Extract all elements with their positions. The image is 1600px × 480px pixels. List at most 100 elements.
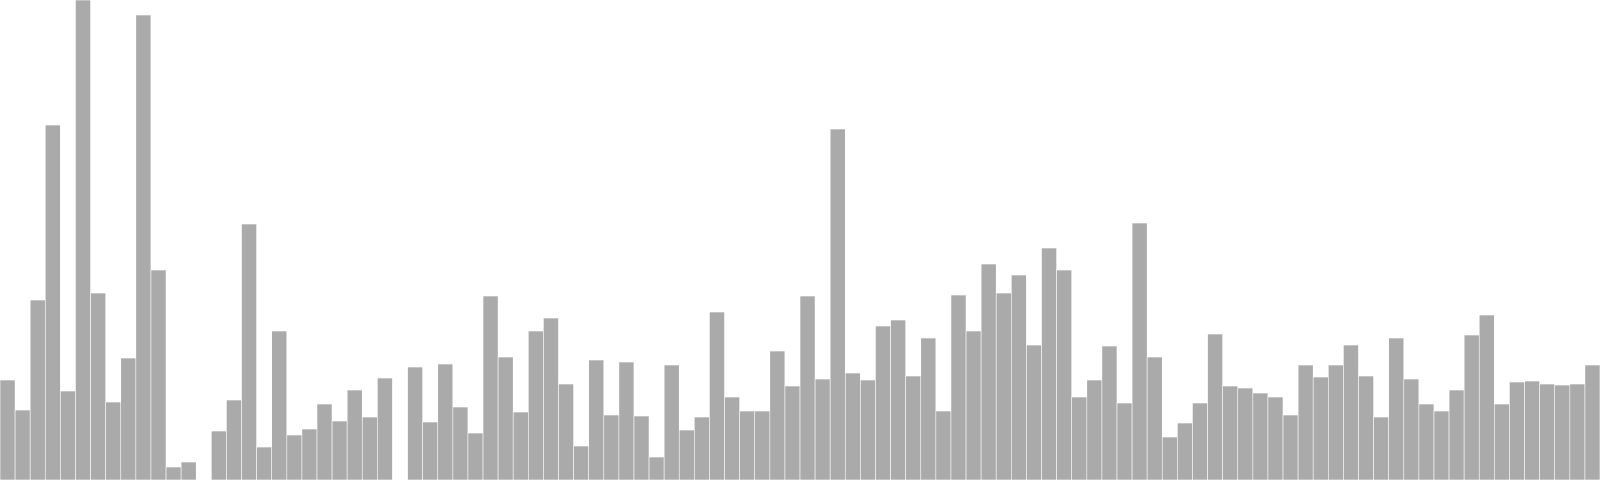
bar-63	[950, 294, 967, 480]
bar-104	[1569, 383, 1586, 480]
bar-5	[75, 0, 91, 480]
bar-11	[165, 466, 182, 480]
bar-15	[226, 399, 242, 480]
bar-58	[875, 325, 891, 480]
bar-61	[920, 337, 937, 480]
bar-45	[678, 429, 695, 480]
bar-53	[799, 295, 816, 480]
bar-14	[211, 430, 227, 480]
bar-48	[724, 396, 740, 480]
bar-51	[769, 350, 786, 480]
bar-36	[543, 317, 559, 480]
bar-0	[0, 379, 16, 480]
bar-99	[1494, 403, 1510, 480]
bar-49	[739, 410, 756, 480]
bar-81	[1222, 385, 1239, 480]
bar-97	[1463, 334, 1480, 480]
bar-12	[180, 461, 197, 480]
bar-22	[331, 420, 348, 480]
bar-59	[890, 319, 906, 480]
bar-57	[860, 379, 876, 480]
bar-35	[527, 330, 544, 480]
bar-80	[1207, 333, 1223, 480]
bar-102	[1539, 383, 1556, 480]
bar-38	[573, 445, 589, 480]
bar-89	[1343, 344, 1359, 480]
bar-72	[1086, 379, 1103, 480]
bar-8	[120, 357, 137, 480]
bar-78	[1177, 422, 1193, 480]
bar-75	[1131, 222, 1148, 480]
bar-55	[829, 128, 846, 480]
bar-30	[452, 406, 469, 480]
bar-91	[1373, 416, 1389, 480]
bar-105	[1584, 364, 1600, 480]
bar-18	[271, 330, 288, 480]
bar-88	[1328, 364, 1344, 480]
bar-82	[1237, 387, 1254, 480]
bar-95	[1433, 410, 1450, 480]
bar-92	[1388, 337, 1405, 480]
bar-56	[844, 372, 861, 480]
bar-37	[558, 383, 574, 480]
bar-25	[377, 377, 393, 480]
bar-29	[437, 363, 454, 480]
bar-41	[618, 361, 635, 480]
bar-85	[1282, 414, 1299, 480]
bar-87	[1312, 376, 1329, 480]
bar-3	[44, 124, 61, 480]
bar-83	[1252, 392, 1269, 480]
bar-1	[14, 409, 31, 480]
bar-79	[1192, 402, 1208, 480]
bar-23	[346, 389, 363, 480]
bar-71	[1071, 396, 1088, 480]
bar-16	[241, 223, 257, 480]
bar-84	[1267, 396, 1284, 480]
bar-70	[1056, 269, 1072, 480]
bar-54	[814, 378, 831, 480]
bar-32	[482, 295, 499, 480]
bar-68	[1026, 344, 1042, 480]
bar-4	[60, 390, 76, 480]
bar-46	[694, 416, 710, 480]
bar-39	[588, 359, 605, 480]
bar-64	[965, 330, 982, 480]
bar-19	[286, 434, 303, 480]
bar-86	[1297, 364, 1314, 480]
bar-101	[1524, 380, 1540, 480]
bar-67	[1011, 274, 1027, 480]
bar-20	[301, 428, 318, 480]
bar-93	[1403, 378, 1420, 480]
bar-94	[1418, 403, 1435, 480]
bar-90	[1358, 375, 1374, 480]
bar-44	[663, 364, 680, 480]
bar-62	[935, 410, 952, 480]
bar-28	[422, 421, 439, 480]
bar-42	[633, 415, 650, 480]
bar-100	[1509, 381, 1525, 480]
bar-74	[1116, 402, 1133, 480]
bar-27	[407, 366, 423, 480]
bar-33	[497, 356, 514, 480]
bar-31	[467, 432, 484, 480]
bar-65	[980, 263, 997, 480]
bar-76	[1146, 356, 1163, 480]
bar-73	[1101, 345, 1118, 480]
bar-7	[105, 401, 122, 480]
bar-17	[256, 446, 272, 480]
bar-34	[512, 411, 529, 480]
bar-50	[754, 410, 771, 480]
bar-60	[905, 375, 922, 480]
bar-77	[1161, 436, 1178, 480]
bar-43	[648, 456, 665, 480]
bar-9	[135, 14, 152, 480]
bar-69	[1041, 247, 1057, 480]
bar-66	[995, 292, 1012, 480]
bar-24	[361, 416, 378, 480]
bar-52	[784, 385, 801, 480]
bar-103	[1554, 384, 1571, 480]
bar-98	[1478, 314, 1495, 480]
